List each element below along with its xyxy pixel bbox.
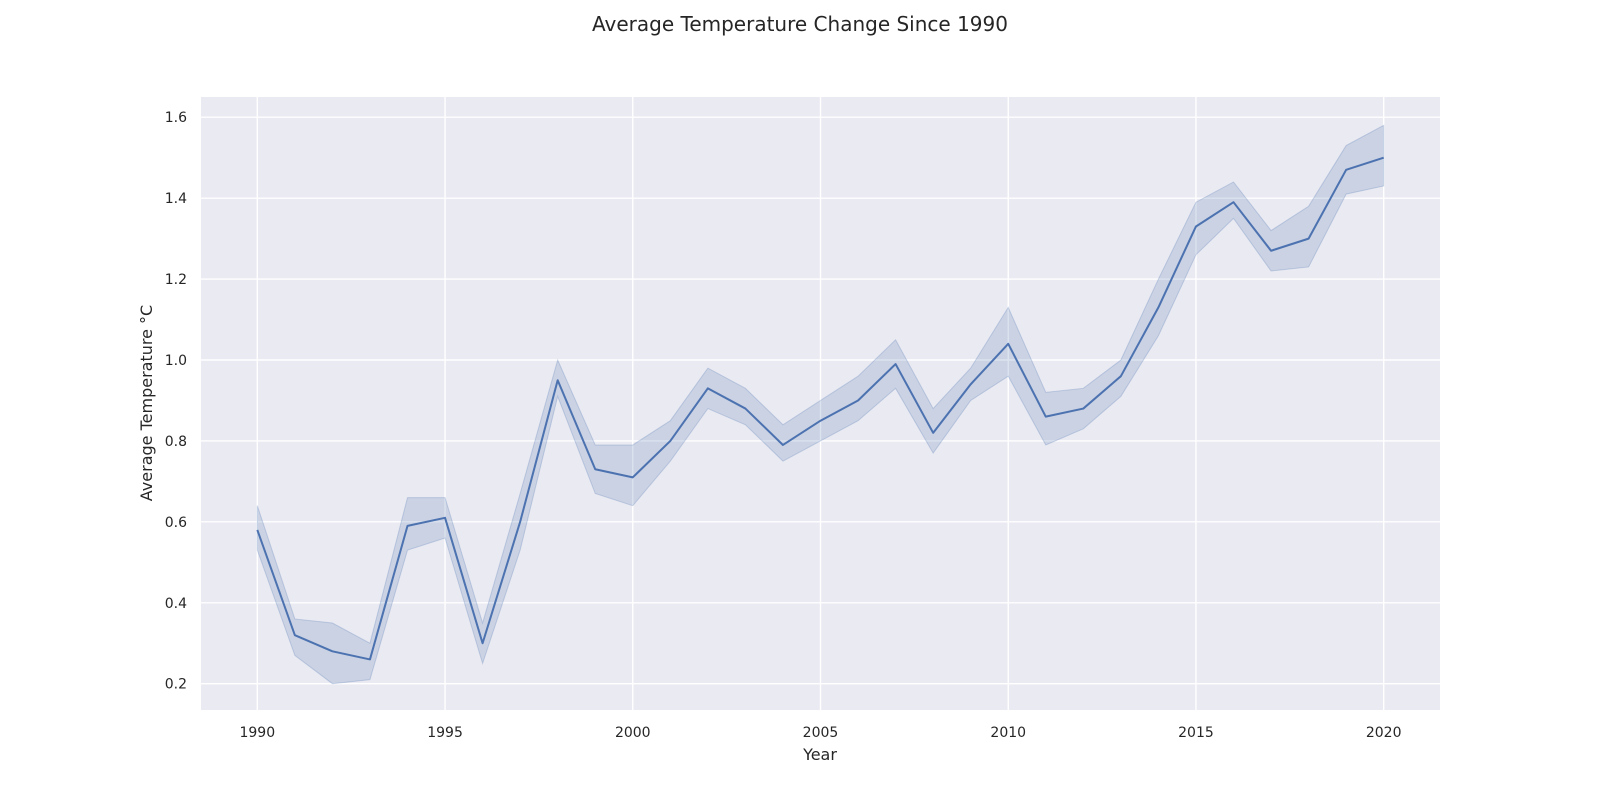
- chart-title: Average Temperature Change Since 1990: [592, 12, 1008, 36]
- y-tick-label: 0.6: [165, 515, 187, 531]
- data-point: [331, 650, 334, 653]
- data-point: [1194, 225, 1197, 228]
- confidence-band: [256, 124, 1385, 685]
- data-point: [368, 658, 371, 661]
- data-point: [1307, 237, 1310, 240]
- data-point: [1382, 156, 1385, 159]
- y-tick-label: 1.0: [165, 353, 187, 369]
- data-point: [1232, 201, 1235, 204]
- data-point: [932, 431, 935, 434]
- data-point: [781, 443, 784, 446]
- x-tick-label: 1995: [427, 725, 463, 741]
- y-tick-label: 1.4: [165, 191, 187, 207]
- data-point: [556, 379, 559, 382]
- data-point: [631, 476, 634, 479]
- series-line: [256, 156, 1384, 661]
- data-point: [969, 383, 972, 386]
- data-point: [857, 399, 860, 402]
- data-point: [293, 634, 296, 637]
- data-point: [594, 468, 597, 471]
- y-axis-label: Average Temperature °C: [137, 305, 156, 501]
- data-point: [1157, 306, 1160, 309]
- x-tick-label: 2010: [990, 725, 1026, 741]
- data-point: [1044, 415, 1047, 418]
- y-tick-label: 1.6: [165, 110, 187, 126]
- y-axis-ticks: 0.2 0.4 0.6 0.8 1.0 1.2 1.4 1.6: [165, 110, 187, 692]
- data-point: [1270, 249, 1273, 252]
- y-tick-label: 0.2: [165, 677, 187, 693]
- data-point: [519, 520, 522, 523]
- grid-layer: [201, 97, 1440, 710]
- data-point: [256, 528, 259, 531]
- x-tick-label: 2005: [803, 725, 839, 741]
- data-point: [406, 524, 409, 527]
- x-tick-label: 1990: [239, 725, 275, 741]
- x-axis-label: Year: [802, 745, 837, 764]
- data-point: [669, 439, 672, 442]
- data-point: [744, 407, 747, 410]
- y-tick-label: 0.4: [165, 596, 187, 612]
- data-point: [1119, 375, 1122, 378]
- data-point: [1007, 342, 1010, 345]
- data-point: [706, 387, 709, 390]
- confidence-band-layer: [256, 124, 1385, 685]
- data-point: [444, 516, 447, 519]
- x-tick-label: 2020: [1366, 725, 1402, 741]
- x-tick-label: 2000: [615, 725, 651, 741]
- data-point: [819, 419, 822, 422]
- x-axis-ticks: 1990 1995 2000 2005 2010 2015 2020: [239, 725, 1401, 741]
- x-tick-label: 2015: [1178, 725, 1214, 741]
- data-point: [481, 642, 484, 645]
- data-point: [894, 363, 897, 366]
- series-line-layer: [256, 156, 1384, 661]
- data-point: [1345, 168, 1348, 171]
- data-point: [1082, 407, 1085, 410]
- y-tick-label: 1.2: [165, 272, 187, 288]
- y-tick-label: 0.8: [165, 434, 187, 450]
